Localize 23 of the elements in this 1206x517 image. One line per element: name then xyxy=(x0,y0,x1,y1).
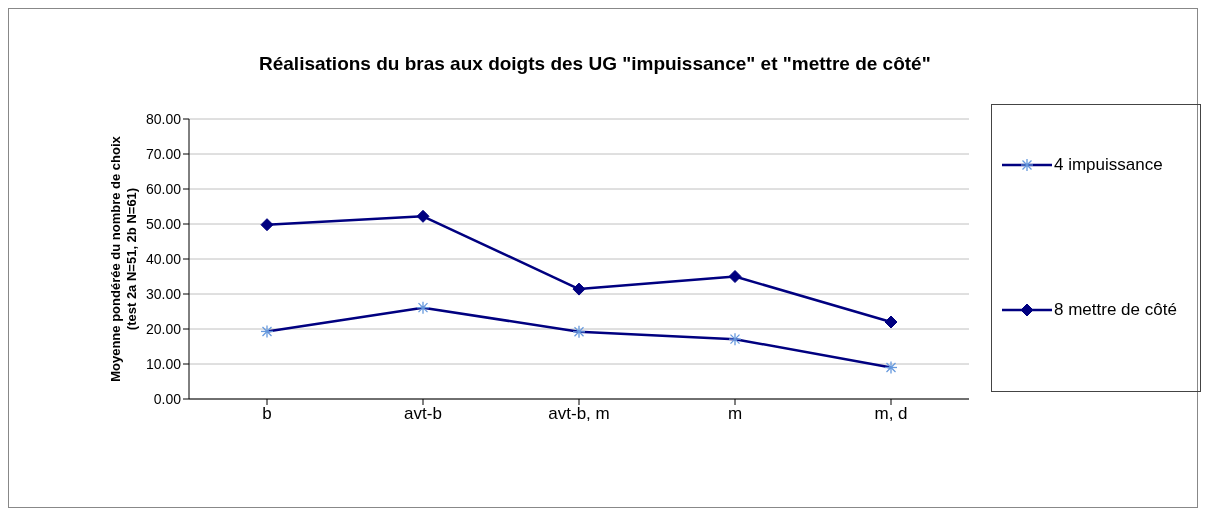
x-tick-label: avt-b, m xyxy=(548,404,610,424)
x-tick-label: avt-b xyxy=(404,404,442,424)
x-tick-label: b xyxy=(262,404,272,424)
point xyxy=(884,315,898,329)
x-tick-label: m, d xyxy=(874,404,908,424)
y-tick-label: 80.00 xyxy=(145,110,182,127)
y-tick-label: 10.00 xyxy=(145,355,182,372)
y-tick-label: 20.00 xyxy=(145,320,182,337)
point xyxy=(260,218,274,232)
y-tick-label: 60.00 xyxy=(145,180,182,197)
y-axis-title: Moyenne pondérée du nombre de choix (test 2a N=51, 2b N=61) xyxy=(108,135,139,382)
y-tick-label: 40.00 xyxy=(145,250,182,267)
y-tick-label: 70.00 xyxy=(145,145,182,162)
legend-label: 8 mettre de côté xyxy=(1054,300,1178,320)
chart-title: Réalisations du bras aux doigts des UG "impuissance" et "mettre de côté" xyxy=(259,53,931,75)
x-tick-label: m xyxy=(727,404,743,424)
y-tick-label: 50.00 xyxy=(145,215,182,232)
legend-label: 4 impuissance xyxy=(1054,155,1164,175)
point xyxy=(728,270,742,283)
point xyxy=(416,209,430,223)
y-tick-label: 0.00 xyxy=(153,390,182,407)
point xyxy=(572,282,586,296)
y-tick-label: 30.00 xyxy=(145,285,182,302)
